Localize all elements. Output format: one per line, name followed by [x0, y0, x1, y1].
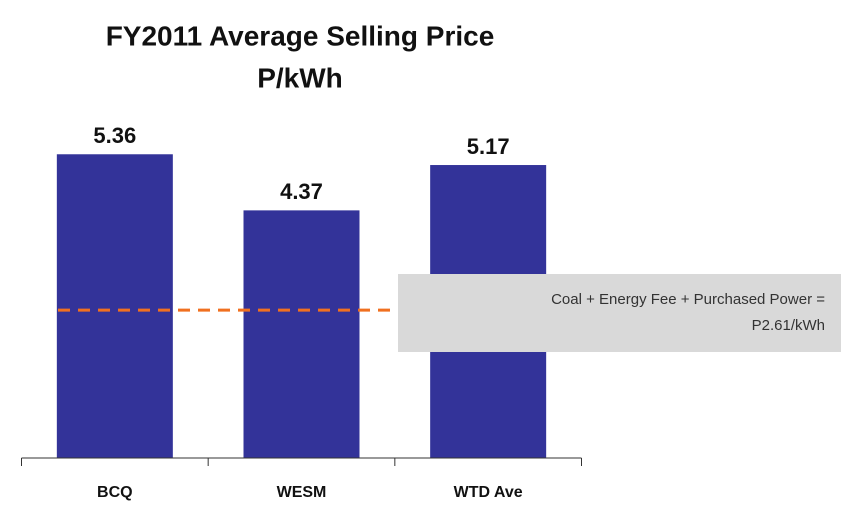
bar: [243, 210, 360, 458]
annotation-text: Coal + Energy Fee + Purchased Power =: [551, 291, 825, 308]
x-tick-label: WESM: [277, 484, 327, 501]
chart-subtitle: P/kWh: [257, 62, 343, 93]
value-label: 5.36: [93, 123, 136, 148]
annotation-text: P2.61/kWh: [752, 317, 825, 334]
value-label: 4.37: [280, 179, 323, 204]
x-tick-label: BCQ: [97, 484, 133, 501]
chart-title: FY2011 Average Selling Price: [106, 20, 495, 51]
x-tick-label: WTD Ave: [454, 484, 523, 501]
value-label: 5.17: [467, 134, 510, 159]
annotation-box: [398, 274, 841, 352]
bar: [56, 154, 173, 458]
